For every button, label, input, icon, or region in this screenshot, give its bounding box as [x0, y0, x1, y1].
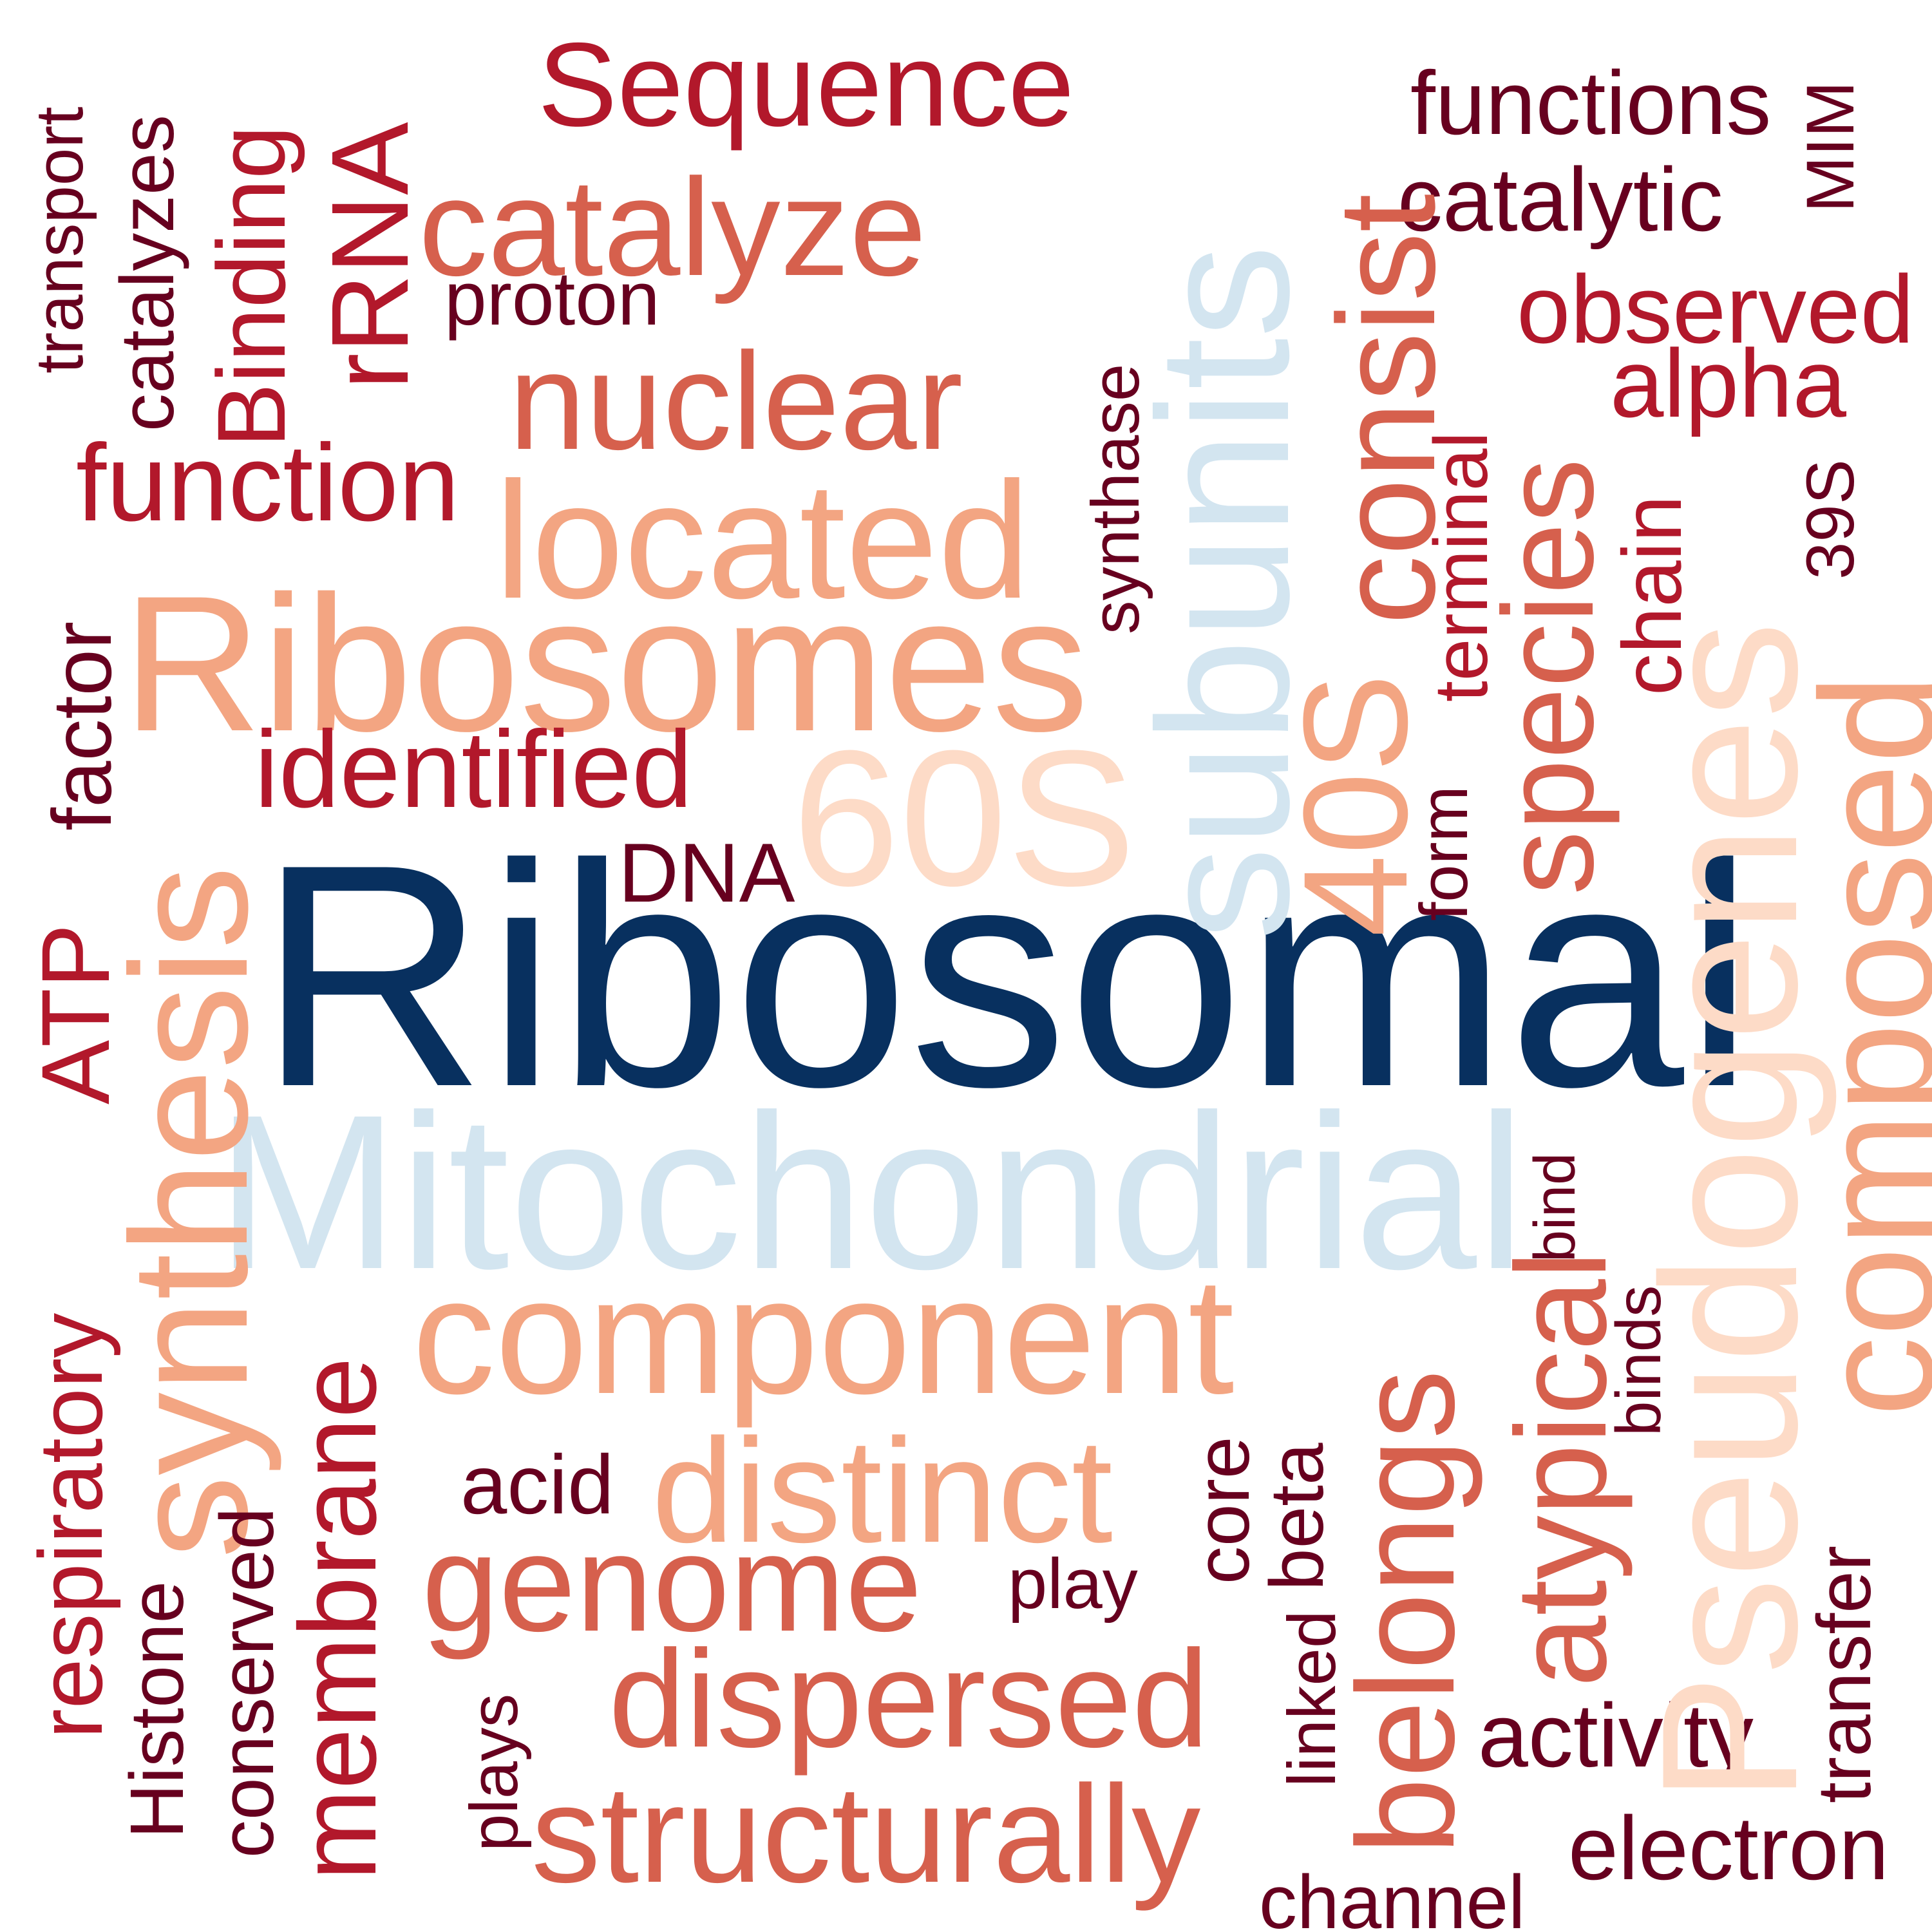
word-membrane: membrane [277, 1357, 399, 1880]
word-acid: acid [460, 1437, 614, 1531]
word-play: play [1008, 1544, 1138, 1624]
word-histone: Histone [115, 1580, 200, 1839]
word-sequence: Sequence [538, 19, 1075, 151]
word-39s: 39S [1793, 459, 1868, 580]
word-electron: electron [1568, 1797, 1889, 1899]
word-form: form [1406, 786, 1482, 921]
word-channel: channel [1259, 1860, 1526, 1932]
word-alpha: alpha [1610, 329, 1847, 437]
word-species: species [1477, 458, 1620, 895]
word-synthesis: synthesis [96, 866, 282, 1558]
word-conserved: conserved [205, 1507, 290, 1858]
word-function: function [76, 422, 460, 544]
word-respiratory: respiratory [20, 1312, 121, 1739]
word-mitochondrial: Mitochondrial [216, 1069, 1526, 1315]
word-functions: functions [1410, 52, 1772, 153]
word-structurally: structurally [531, 1756, 1201, 1911]
word-activity: activity [1478, 1685, 1754, 1786]
word-plays: plays [457, 1693, 532, 1852]
word-observed: observed [1517, 255, 1915, 363]
word-catalytic: catalytic [1397, 149, 1723, 250]
word-linked: linked [1274, 1610, 1350, 1787]
word-identified: identified [254, 708, 693, 831]
word-rrna: rRNA [309, 122, 431, 390]
word-component: component [412, 1242, 1235, 1428]
word-synthase: synthase [1078, 363, 1153, 634]
word-core: core [1180, 1436, 1265, 1584]
word-belongs: belongs [1328, 1369, 1483, 1855]
word-mim: MIM [1793, 80, 1868, 213]
word-nuclear: nuclear [509, 323, 963, 478]
word-ribosomal: Ribosomal [258, 799, 1755, 1153]
word-distinct: distinct [652, 1408, 1113, 1573]
word-binding: Binding [197, 125, 305, 448]
word-located: located [495, 447, 1030, 633]
word-ribosomes: Ribosomes [122, 555, 1089, 772]
word-composed: composed [1787, 674, 1932, 1417]
word-chain: chain [1605, 495, 1699, 696]
word-catalyzes: catalyzes [105, 115, 190, 431]
word-genome: genome [422, 1505, 922, 1660]
word-dna: DNA [618, 826, 795, 920]
word-proton: proton [444, 256, 660, 341]
word-60s: 60S [792, 710, 1136, 926]
word-atp: ATP [21, 923, 129, 1104]
word-binds: binds [1603, 1285, 1674, 1436]
word-factor: factor [35, 621, 129, 831]
word-beta: beta [1255, 1443, 1340, 1591]
word-transfer: transfer [1802, 1545, 1887, 1803]
word-catalyze: catalyze [419, 149, 927, 305]
word-transport: transport [22, 106, 97, 374]
word-dispersed: dispersed [609, 1621, 1209, 1776]
word-bind: bind [1523, 1152, 1587, 1262]
word-terminal: terminal [1419, 431, 1504, 702]
